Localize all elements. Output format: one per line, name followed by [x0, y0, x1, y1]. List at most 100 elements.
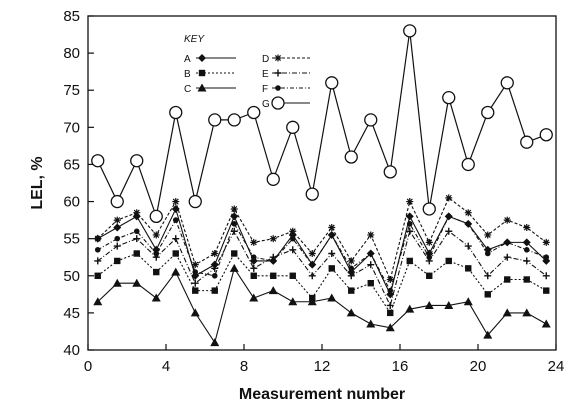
series-e-point	[289, 246, 297, 254]
series-b-point	[367, 280, 374, 287]
series-f-point	[172, 217, 179, 223]
series-b	[94, 250, 550, 317]
series-d-point	[406, 198, 414, 206]
legend-item-c: C	[184, 83, 236, 95]
series-f-point	[445, 213, 452, 220]
series-d-point	[191, 261, 199, 269]
legend-item-g: G	[262, 96, 310, 110]
series-c-point	[502, 308, 512, 317]
series-c-point	[405, 304, 415, 313]
series-d-point	[250, 238, 258, 246]
series-e-line	[97, 229, 547, 308]
series-b-point	[133, 250, 140, 257]
series-f-point	[387, 287, 394, 294]
series-c-point	[327, 293, 337, 302]
series-d-point	[269, 235, 277, 243]
series-e-point	[347, 272, 355, 280]
series-a-point	[210, 260, 219, 269]
series-b-point	[94, 272, 101, 279]
series-g-point	[91, 154, 105, 168]
series-c-line	[97, 267, 547, 344]
series-e-point	[484, 272, 492, 280]
series-c-point	[268, 286, 278, 295]
series-f-point	[309, 261, 316, 268]
series-c-point	[483, 330, 493, 339]
series-d-point	[445, 194, 453, 202]
series-b-point	[114, 257, 121, 265]
series-g-line	[97, 30, 547, 219]
series-d-point	[308, 250, 316, 258]
series-c-point	[151, 293, 161, 302]
x-tick-label: 0	[84, 358, 92, 375]
series-g-point	[520, 135, 534, 149]
legend-swatch-marker	[274, 69, 282, 77]
series-e-point	[308, 272, 316, 280]
series-e-point	[133, 235, 141, 243]
series-c-point	[522, 308, 532, 317]
series-c-point	[385, 323, 395, 332]
series-f-point	[465, 221, 472, 227]
legend-swatch-marker	[275, 85, 281, 91]
legend-item-a: A	[184, 54, 236, 65]
series-g-point	[325, 76, 339, 90]
series-f-point	[231, 221, 238, 227]
series-a-line	[97, 207, 547, 296]
series-g-point	[130, 154, 144, 168]
series-g-point	[500, 76, 514, 90]
series-g-point	[403, 24, 417, 38]
series-c-point	[132, 278, 142, 287]
series-f-point	[543, 254, 550, 261]
series-d-point	[347, 257, 355, 265]
series-f-line	[97, 215, 547, 293]
series-e	[94, 227, 550, 309]
series-f-point	[523, 247, 530, 253]
series-f-point	[406, 221, 413, 227]
series-d	[94, 194, 550, 283]
series-c-point	[366, 319, 376, 328]
series-g-point	[266, 172, 280, 186]
series-d-point	[503, 216, 511, 224]
series-d-point	[289, 227, 297, 235]
series-b-point	[231, 250, 238, 257]
series-d-point	[523, 224, 531, 232]
series-d-point	[464, 209, 472, 217]
x-tick-label: 12	[314, 358, 331, 375]
series-b-point	[328, 265, 335, 272]
legend-label: A	[184, 54, 191, 65]
series-f	[94, 213, 550, 294]
series-b-point	[192, 287, 199, 294]
series-c-point	[424, 300, 434, 309]
series-e-point	[211, 264, 219, 272]
series-f-point	[114, 235, 121, 242]
series-g-point	[188, 194, 202, 209]
series-f-point	[211, 272, 218, 279]
legend-label: G	[262, 99, 270, 110]
series-g-point	[383, 165, 397, 179]
series-c-point	[210, 338, 220, 347]
series-c-point	[93, 297, 103, 306]
legend-swatch-marker	[197, 83, 207, 92]
y-tick-label: 85	[63, 8, 80, 25]
series-f-point	[367, 250, 374, 257]
series-b-point	[426, 272, 433, 279]
series-f-point	[484, 250, 491, 257]
series-e-point	[386, 301, 394, 309]
series-b-point	[250, 272, 257, 279]
legend-label: F	[262, 84, 268, 95]
series-b-point	[211, 287, 218, 294]
legend-item-e: E	[262, 69, 310, 80]
series-a-point	[405, 212, 414, 221]
series-f-point	[192, 269, 199, 275]
series-c-point	[171, 267, 181, 276]
series-lines	[91, 24, 553, 347]
series-e-point	[542, 272, 550, 280]
x-tick-label: 8	[240, 358, 248, 375]
series-d-point	[211, 250, 219, 258]
y-tick-label: 80	[63, 45, 80, 62]
series-c-point	[190, 308, 200, 317]
series-f-point	[153, 250, 160, 257]
series-g-point	[364, 113, 378, 127]
